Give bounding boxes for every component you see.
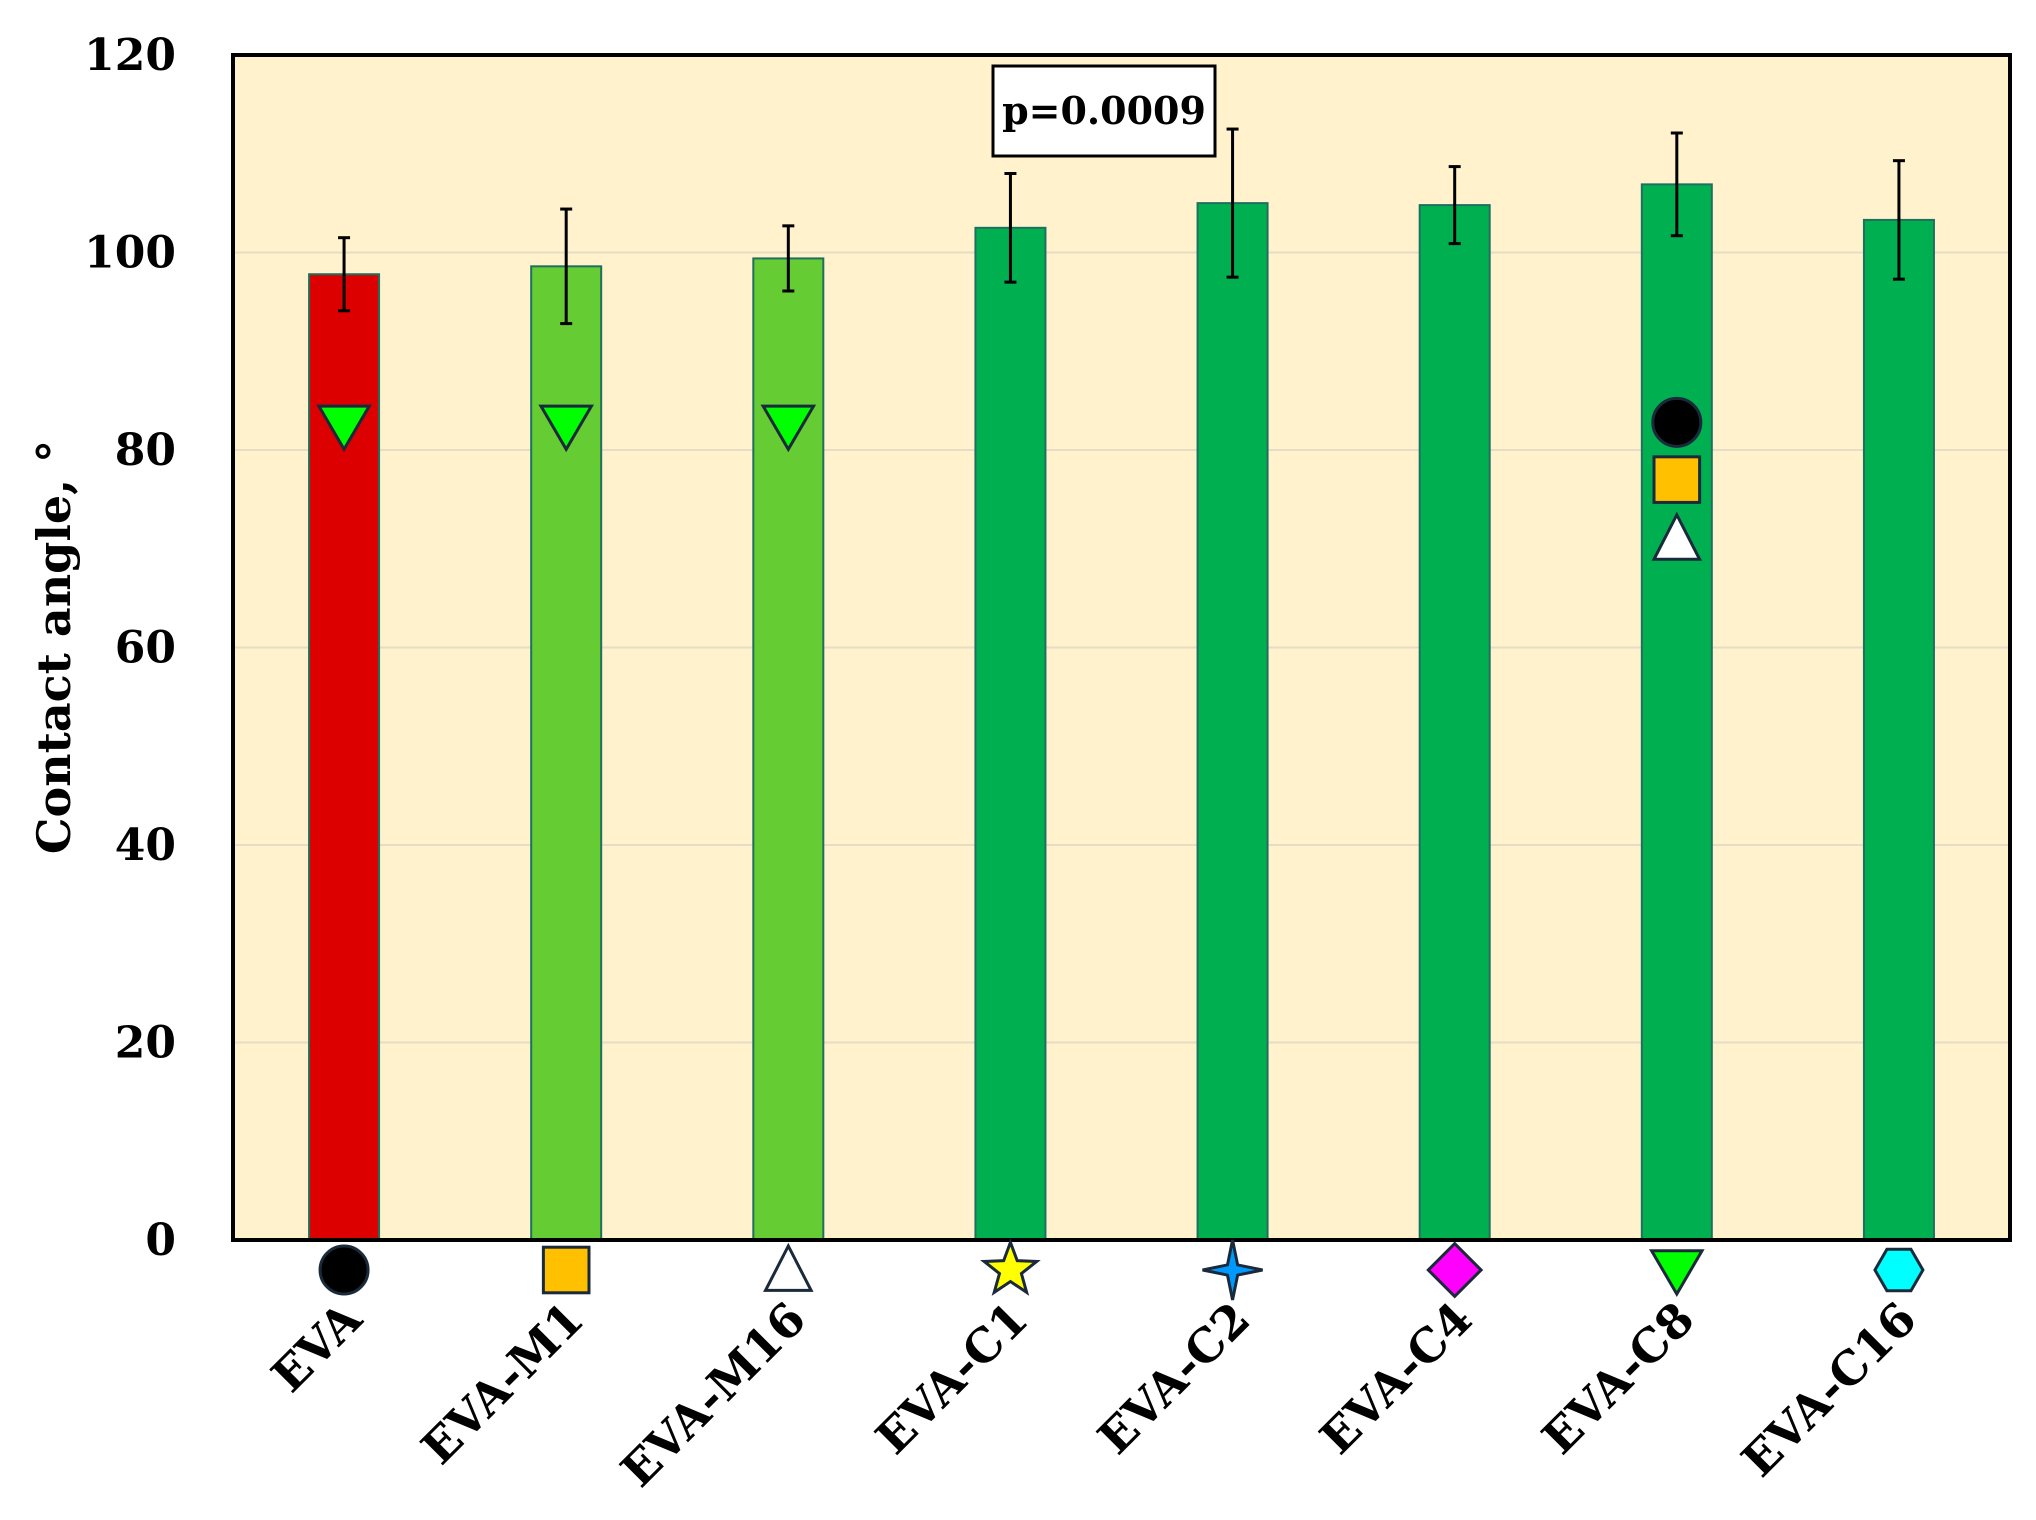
- triangle-up-icon: [1651, 511, 1703, 561]
- y-tick-label: 20: [115, 1018, 176, 1069]
- triangle-up-icon: [763, 1242, 814, 1292]
- square-icon: [541, 1245, 591, 1295]
- x-tick-label: EVA-C16: [1731, 1292, 1927, 1488]
- x-tick-labels: EVA EVA-M1 EVA-M16 EVA-C1 EVA-C2 EVA-C4 EVA-C8…: [261, 1291, 1927, 1498]
- bar: [1862, 218, 1935, 1242]
- circle-icon: [318, 1244, 370, 1296]
- triangle-down-icon: [316, 404, 372, 453]
- p-value-annotation: p=0.0009: [991, 64, 1217, 158]
- four-point-star-icon: [1202, 1239, 1263, 1301]
- bar: [1418, 204, 1491, 1242]
- triangle-down-icon: [760, 404, 817, 453]
- x-tick-label: EVA-C1: [865, 1292, 1038, 1465]
- y-tick-label: 120: [84, 30, 176, 81]
- triangle-down-icon: [538, 404, 594, 453]
- y-tick-label: 80: [115, 425, 176, 476]
- x-tick-label: EVA-M16: [610, 1292, 816, 1498]
- x-tick-label: EVA: [261, 1291, 373, 1403]
- y-tick-labels: 0 20 40 60 80 100 120: [84, 30, 176, 1266]
- y-tick-label: 0: [145, 1215, 176, 1266]
- square-icon: [1652, 455, 1702, 504]
- y-tick-label: 100: [84, 228, 176, 279]
- plot-frame: [231, 53, 2012, 1242]
- star-icon: [980, 1238, 1041, 1296]
- hexagon-icon: [1873, 1247, 1925, 1293]
- y-axis-label: Contact angle, °: [27, 440, 81, 854]
- triangle-down-icon: [1649, 1249, 1705, 1297]
- significance-markers: [316, 396, 1703, 561]
- y-tick-label: 60: [115, 623, 176, 674]
- category-markers: [318, 1238, 1925, 1301]
- circle-icon: [1651, 396, 1703, 448]
- bar: [974, 226, 1047, 1241]
- diamond-icon: [1426, 1241, 1484, 1299]
- annotation-box: [991, 64, 1217, 158]
- gridlines: [233, 251, 2010, 1044]
- x-tick-label: EVA-M1: [411, 1292, 594, 1475]
- annotation-text: p=0.0009: [1002, 88, 1206, 133]
- x-tick-label: EVA-C2: [1087, 1292, 1260, 1465]
- bar: [1640, 183, 1713, 1241]
- bar: [1196, 202, 1269, 1241]
- x-tick-label: EVA-C4: [1310, 1292, 1483, 1465]
- x-tick-label: EVA-C8: [1532, 1292, 1705, 1465]
- y-tick-label: 40: [115, 820, 176, 871]
- error-bars: [338, 127, 1905, 326]
